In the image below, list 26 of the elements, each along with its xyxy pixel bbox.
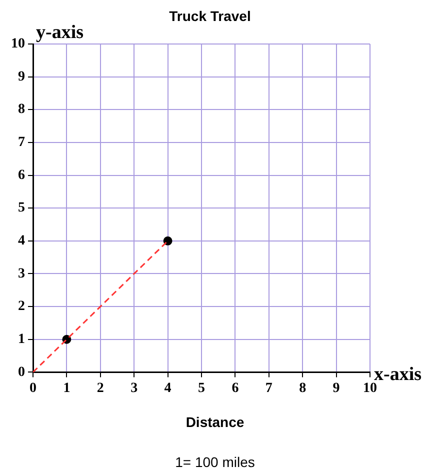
y-tick-label: 2 [18,299,25,314]
x-tick-label: 9 [332,381,340,396]
y-tick-label: 10 [11,36,25,52]
y-tick-label: 0 [18,364,25,380]
x-tick-label: 8 [299,381,306,396]
x-tick-label: 0 [30,381,36,396]
y-tick-label: 4 [18,234,25,249]
y-axis-title: y-axis [36,22,84,44]
x-tick-label: 1 [63,381,70,396]
y-tick-label: 6 [18,168,25,183]
y-tick-label: 3 [18,266,25,282]
x-tick-label: 7 [265,381,272,396]
text: 1= 100 miles [174,454,256,470]
y-tick-label: 8 [18,102,25,118]
x-tick-label: 6 [232,381,239,396]
x-tick-label: 10 [363,381,377,396]
x-tick-label: 2 [96,381,104,396]
x-tick-label: 5 [198,381,205,396]
x-tick-label: 3 [130,381,138,396]
y-tick-label: 9 [18,69,25,84]
y-tick-label: 1 [18,332,25,347]
x-tick-label: 4 [164,381,172,396]
y-tick-label: 5 [18,200,25,216]
chart-title: Truck Travel [168,8,252,24]
x-axis-title: Distance [184,414,246,430]
y-tick-label: 7 [18,135,25,150]
